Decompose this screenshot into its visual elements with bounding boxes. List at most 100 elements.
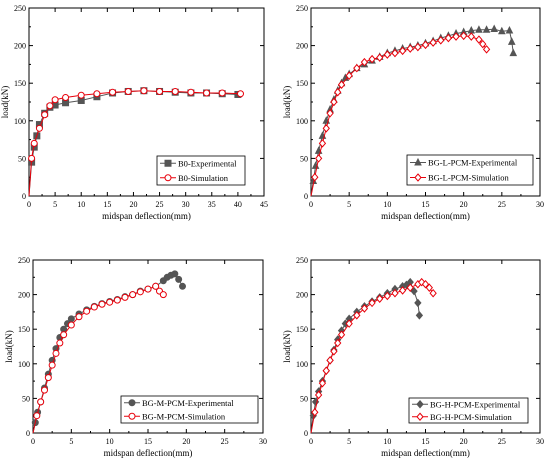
- legend-swatch-marker: [416, 399, 424, 409]
- data-point: [37, 398, 45, 406]
- data-point: [334, 87, 342, 97]
- x-axis-label: midspan deflection(mm): [104, 448, 193, 458]
- legend: BG-L-PCM-Experimental BG-L-PCM-Simulation: [406, 154, 534, 186]
- y-tick-label: 100: [14, 117, 26, 126]
- legend-label: BG-L-PCM-Simulation: [428, 173, 510, 183]
- data-point: [376, 53, 384, 62]
- data-point: [175, 275, 183, 283]
- x-axis-label: midspan deflection(mm): [381, 448, 470, 458]
- data-point: [360, 304, 369, 313]
- data-point: [437, 36, 445, 45]
- data-point: [360, 57, 369, 67]
- data-point: [62, 93, 70, 101]
- y-tick-label: 150: [296, 79, 308, 88]
- series-2: [310, 31, 491, 197]
- data-point: [129, 291, 137, 299]
- x-tick-label: 5: [347, 437, 351, 446]
- y-tick-label: 0: [22, 192, 26, 201]
- data-point: [383, 291, 391, 301]
- legend-swatch-marker: [416, 412, 424, 422]
- data-point: [159, 291, 167, 299]
- data-point: [410, 286, 418, 296]
- legend: BG-H-PCM-Experimental BG-H-PCM-Simulation: [408, 397, 529, 424]
- legend-label: BG-M-PCM-Simulation: [142, 411, 226, 421]
- series-1: [309, 277, 424, 434]
- data-point: [56, 339, 64, 347]
- x-tick-label: 30: [259, 437, 267, 446]
- data-point: [507, 37, 516, 45]
- legend-swatch-marker: [414, 173, 422, 182]
- data-point: [314, 390, 323, 400]
- data-point: [311, 407, 319, 417]
- data-point: [391, 48, 399, 58]
- y-tick-label: 50: [22, 394, 30, 403]
- legend-swatch-marker: [164, 174, 172, 182]
- data-point: [75, 313, 83, 321]
- data-point: [368, 54, 376, 64]
- data-point: [345, 71, 353, 80]
- data-point: [391, 288, 399, 298]
- legend-label: BG-H-PCM-Experimental: [430, 399, 521, 409]
- data-point: [48, 361, 56, 369]
- data-point: [475, 25, 483, 33]
- data-point: [326, 356, 334, 365]
- x-tick-label: 5: [53, 200, 57, 209]
- x-tick-label: 0: [27, 200, 31, 209]
- data-point: [28, 154, 36, 162]
- x-tick-label: 25: [156, 200, 164, 209]
- y-tick-label: 50: [300, 154, 308, 163]
- data-point: [353, 311, 361, 320]
- legend: B0-Experimental B0-Simulation: [156, 155, 246, 186]
- y-tick-label: 150: [296, 325, 308, 334]
- x-tick-label: 5: [69, 437, 73, 446]
- data-point: [171, 87, 179, 95]
- data-point: [326, 109, 334, 118]
- data-point: [330, 97, 338, 107]
- x-axis-label: midspan deflection(mm): [102, 211, 191, 221]
- data-point: [109, 88, 117, 96]
- data-point: [136, 288, 144, 296]
- x-tick-label: 20: [460, 437, 468, 446]
- legend-swatch-marker: [414, 157, 422, 166]
- data-point: [41, 386, 48, 394]
- legend: BG-M-PCM-Experimental BG-M-PCM-Simulation: [120, 395, 259, 424]
- data-point: [41, 111, 49, 119]
- x-tick-label: 20: [129, 200, 137, 209]
- x-tick-label: 10: [383, 437, 391, 446]
- data-point: [60, 331, 68, 339]
- data-point: [93, 90, 101, 98]
- x-tick-label: 20: [460, 200, 468, 209]
- legend-box: [120, 395, 259, 424]
- x-tick-label: 25: [498, 437, 506, 446]
- y-tick-label: 100: [296, 117, 308, 126]
- data-point: [337, 330, 346, 340]
- data-point: [83, 307, 91, 315]
- x-tick-label: 35: [208, 200, 216, 209]
- data-point: [140, 87, 148, 95]
- x-tick-label: 10: [77, 200, 85, 209]
- data-point: [444, 33, 453, 43]
- data-point: [467, 32, 475, 41]
- y-tick-label: 200: [18, 291, 30, 300]
- y-tick-label: 0: [26, 429, 30, 438]
- x-tick-label: 0: [31, 437, 35, 446]
- data-point: [106, 298, 114, 306]
- x-tick-label: 45: [260, 200, 268, 209]
- chart-panel-4: 0 5 10 15 20 25 30 0 50 100 150 200 250 midspan defle…: [282, 256, 544, 458]
- legend-label: BG-L-PCM-Experimental: [428, 158, 518, 168]
- data-point: [406, 283, 414, 292]
- x-tick-label: 40: [234, 200, 242, 209]
- data-point: [46, 102, 54, 110]
- y-tick-label: 50: [300, 394, 308, 403]
- y-tick-label: 250: [18, 256, 30, 265]
- data-point: [482, 45, 491, 54]
- data-point: [318, 139, 327, 148]
- data-point: [475, 35, 483, 44]
- chart-panel-2: 0 5 10 15 20 25 30 0 50 100 150 200 250 midspan defle…: [282, 4, 544, 221]
- x-tick-label: 25: [221, 437, 229, 446]
- data-point: [144, 285, 152, 293]
- data-point: [90, 303, 98, 311]
- data-point: [113, 296, 121, 304]
- legend-swatch-marker: [128, 399, 136, 407]
- y-tick-label: 100: [18, 360, 30, 369]
